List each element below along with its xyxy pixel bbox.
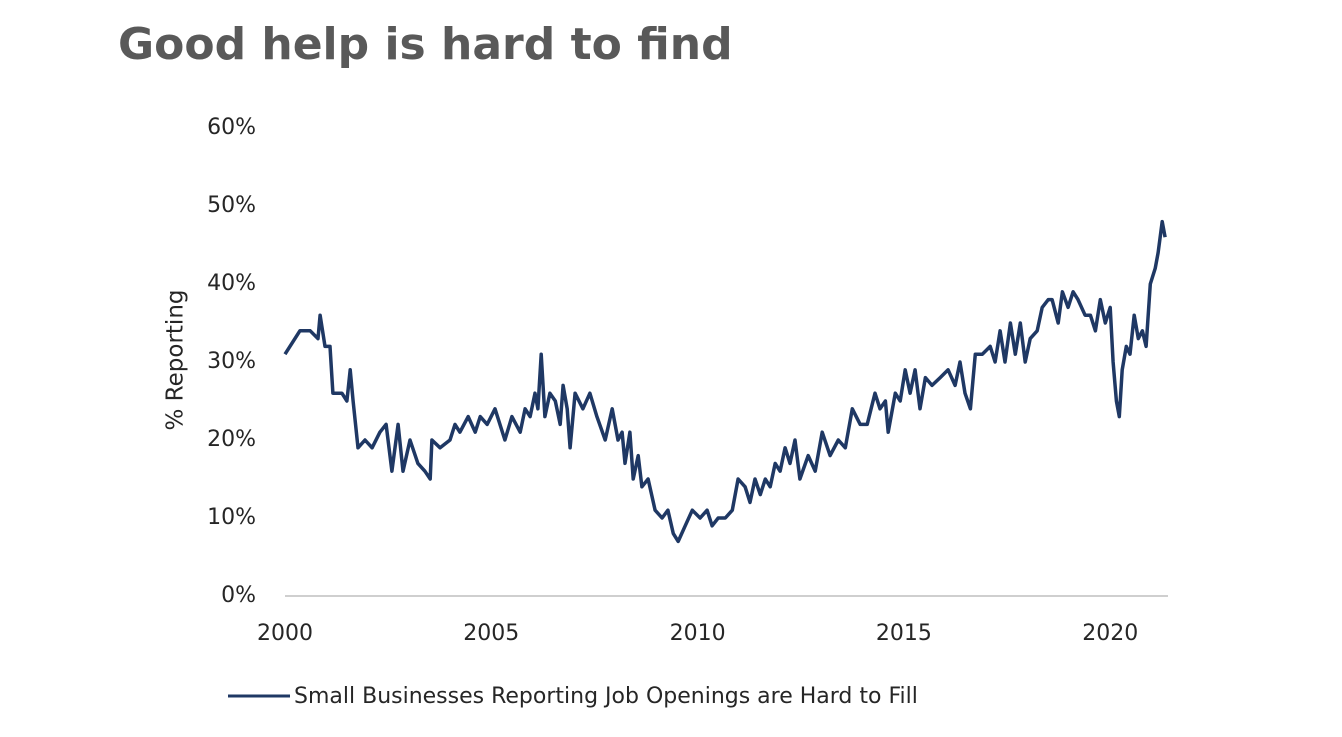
y-tick-label: 60% [207,115,256,140]
chart-title: Good help is hard to find [118,19,733,70]
x-tick-label: 2015 [876,621,932,646]
x-tick-label: 2020 [1082,621,1138,646]
y-tick-label: 20% [207,427,256,452]
y-tick-label: 10% [207,505,256,530]
y-tick-label: 50% [207,193,256,218]
legend-label: Small Businesses Reporting Job Openings … [294,684,918,709]
y-tick-label: 30% [207,349,256,374]
x-tick-label: 2005 [463,621,519,646]
y-tick-label: 40% [207,271,256,296]
x-tick-label: 2010 [670,621,726,646]
y-tick-label: 0% [221,583,256,608]
x-tick-label: 2000 [257,621,313,646]
y-axis-label: % Reporting [163,290,189,431]
data-line [283,219,1167,544]
